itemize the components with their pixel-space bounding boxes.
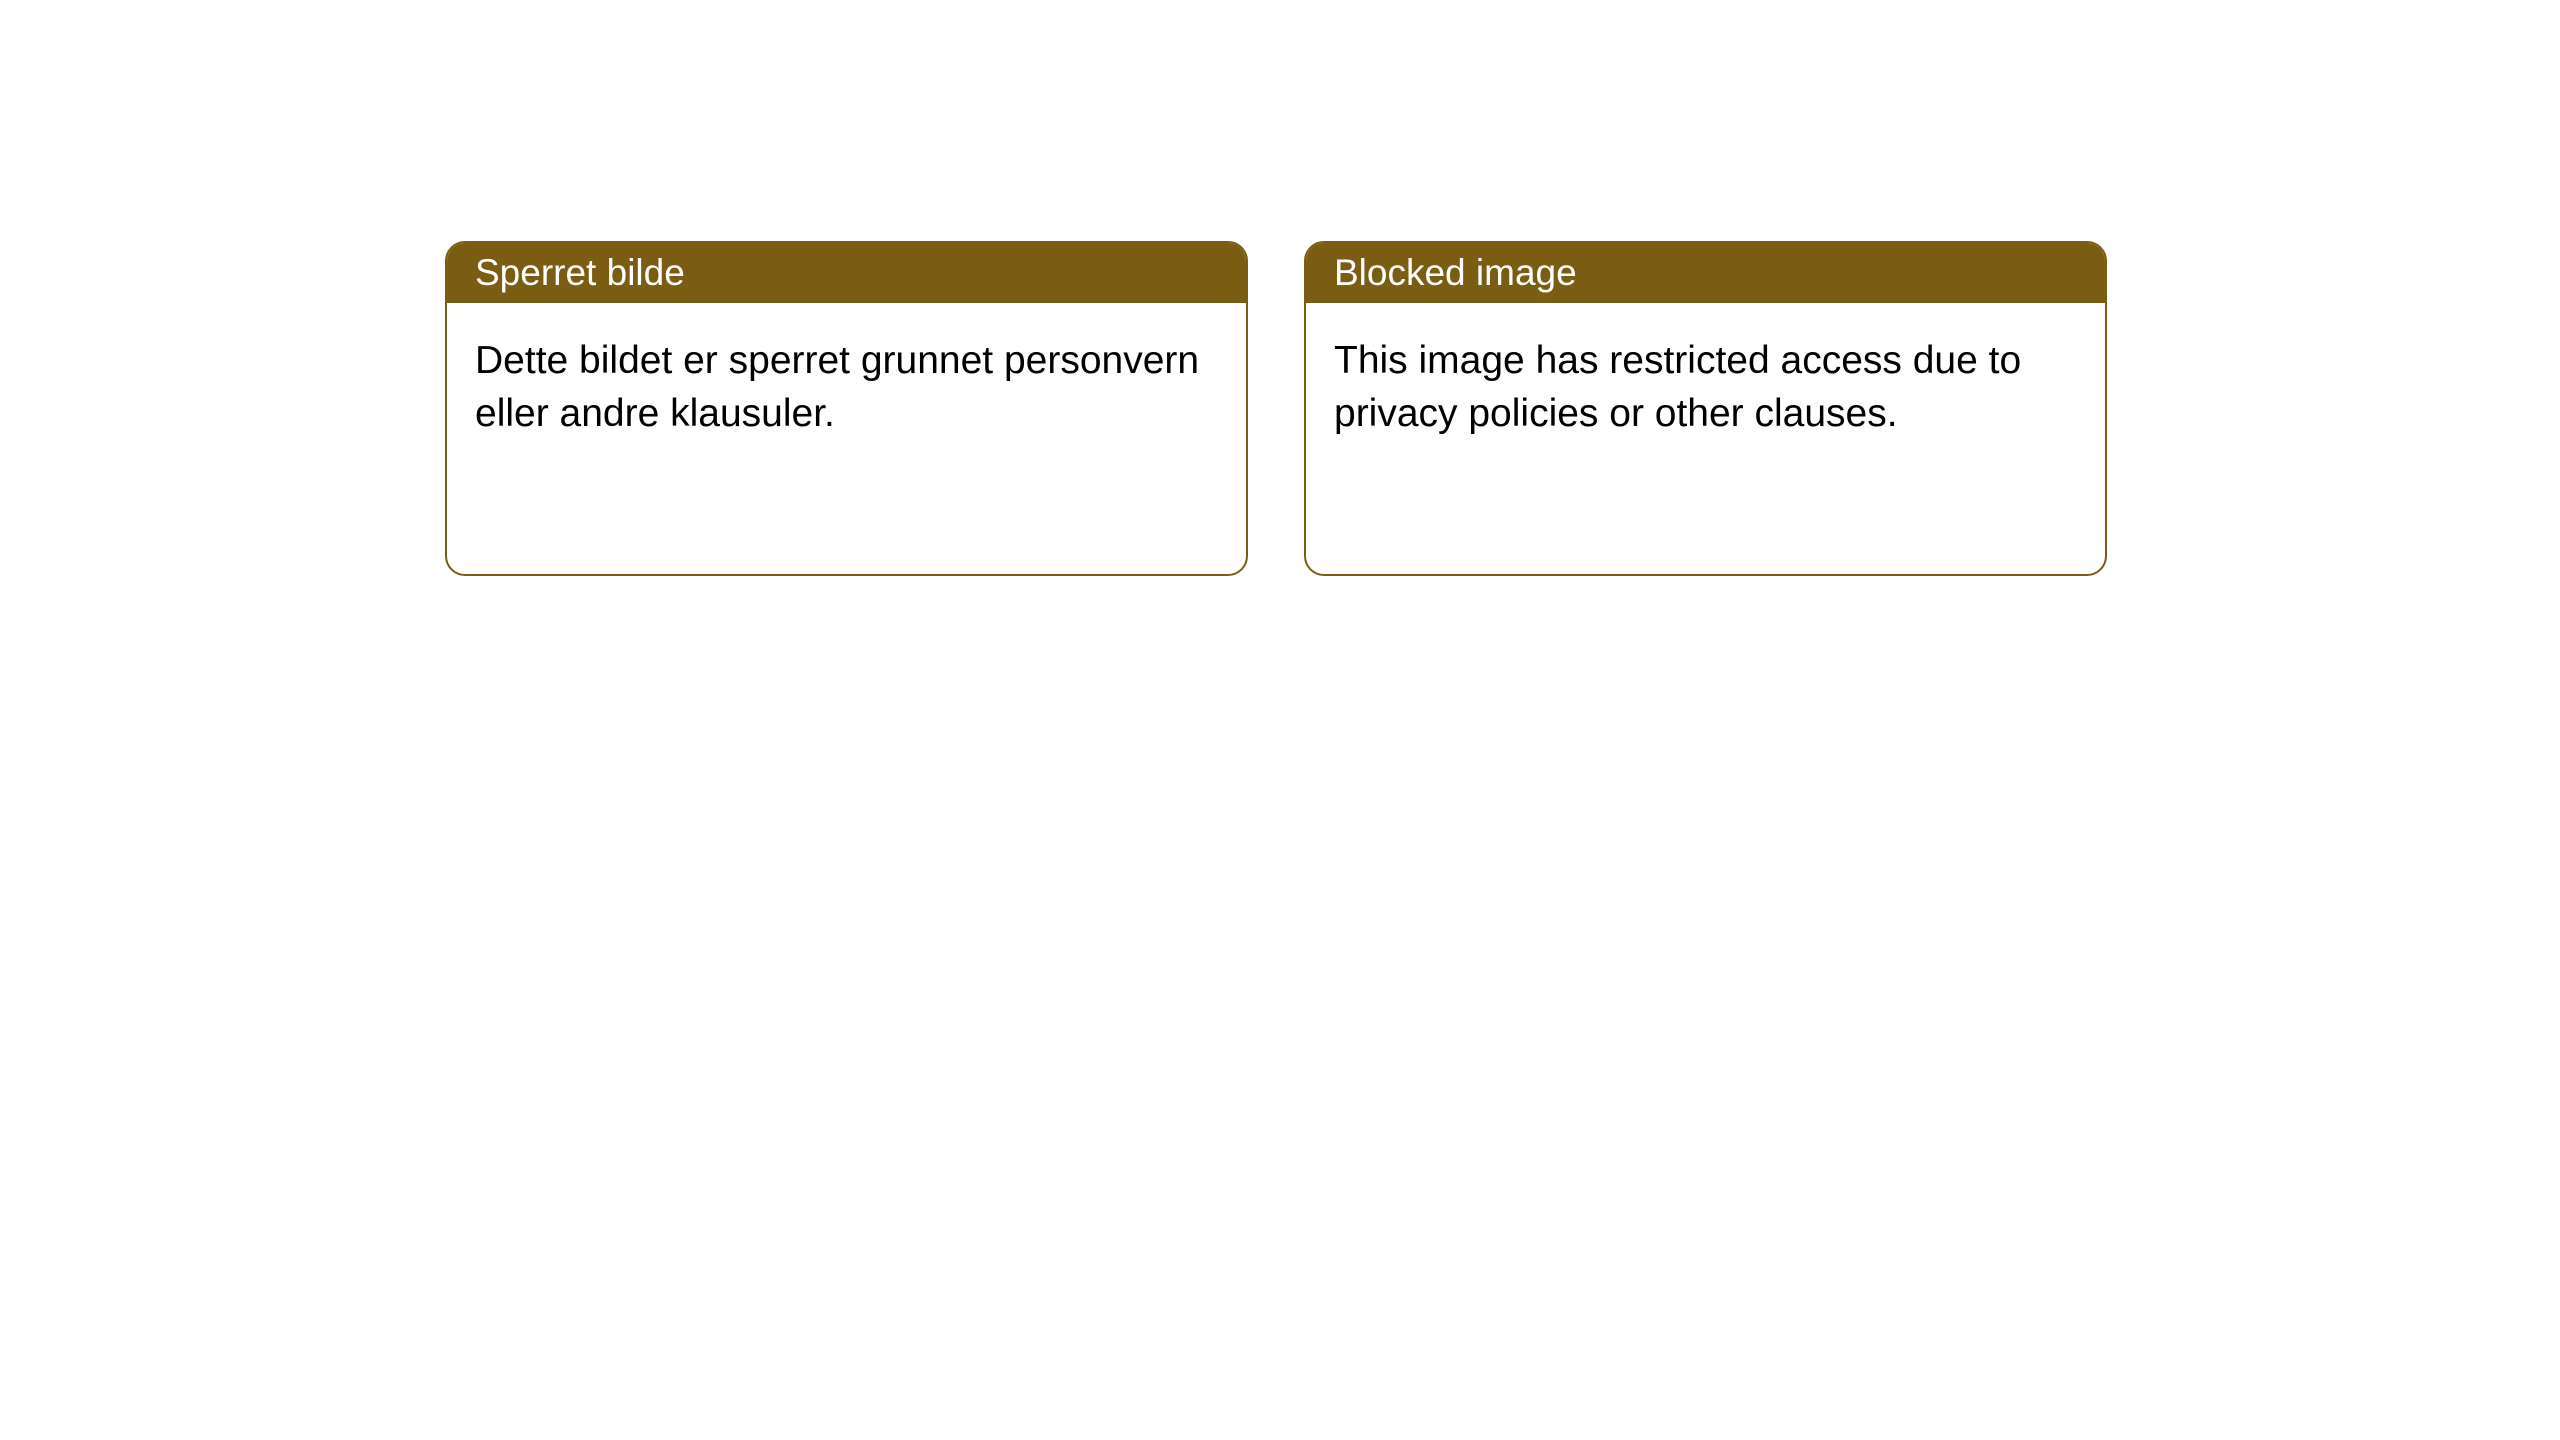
notice-card-norwegian: Sperret bilde Dette bildet er sperret gr…	[445, 241, 1248, 576]
notice-title-english: Blocked image	[1334, 252, 1577, 294]
notice-container: Sperret bilde Dette bildet er sperret gr…	[0, 0, 2560, 576]
notice-text-english: This image has restricted access due to …	[1334, 339, 2021, 435]
notice-header-norwegian: Sperret bilde	[447, 243, 1246, 303]
notice-card-english: Blocked image This image has restricted …	[1304, 241, 2107, 576]
notice-body-english: This image has restricted access due to …	[1306, 303, 2105, 472]
notice-text-norwegian: Dette bildet er sperret grunnet personve…	[475, 339, 1199, 435]
notice-title-norwegian: Sperret bilde	[475, 252, 685, 294]
notice-header-english: Blocked image	[1306, 243, 2105, 303]
notice-body-norwegian: Dette bildet er sperret grunnet personve…	[447, 303, 1246, 472]
